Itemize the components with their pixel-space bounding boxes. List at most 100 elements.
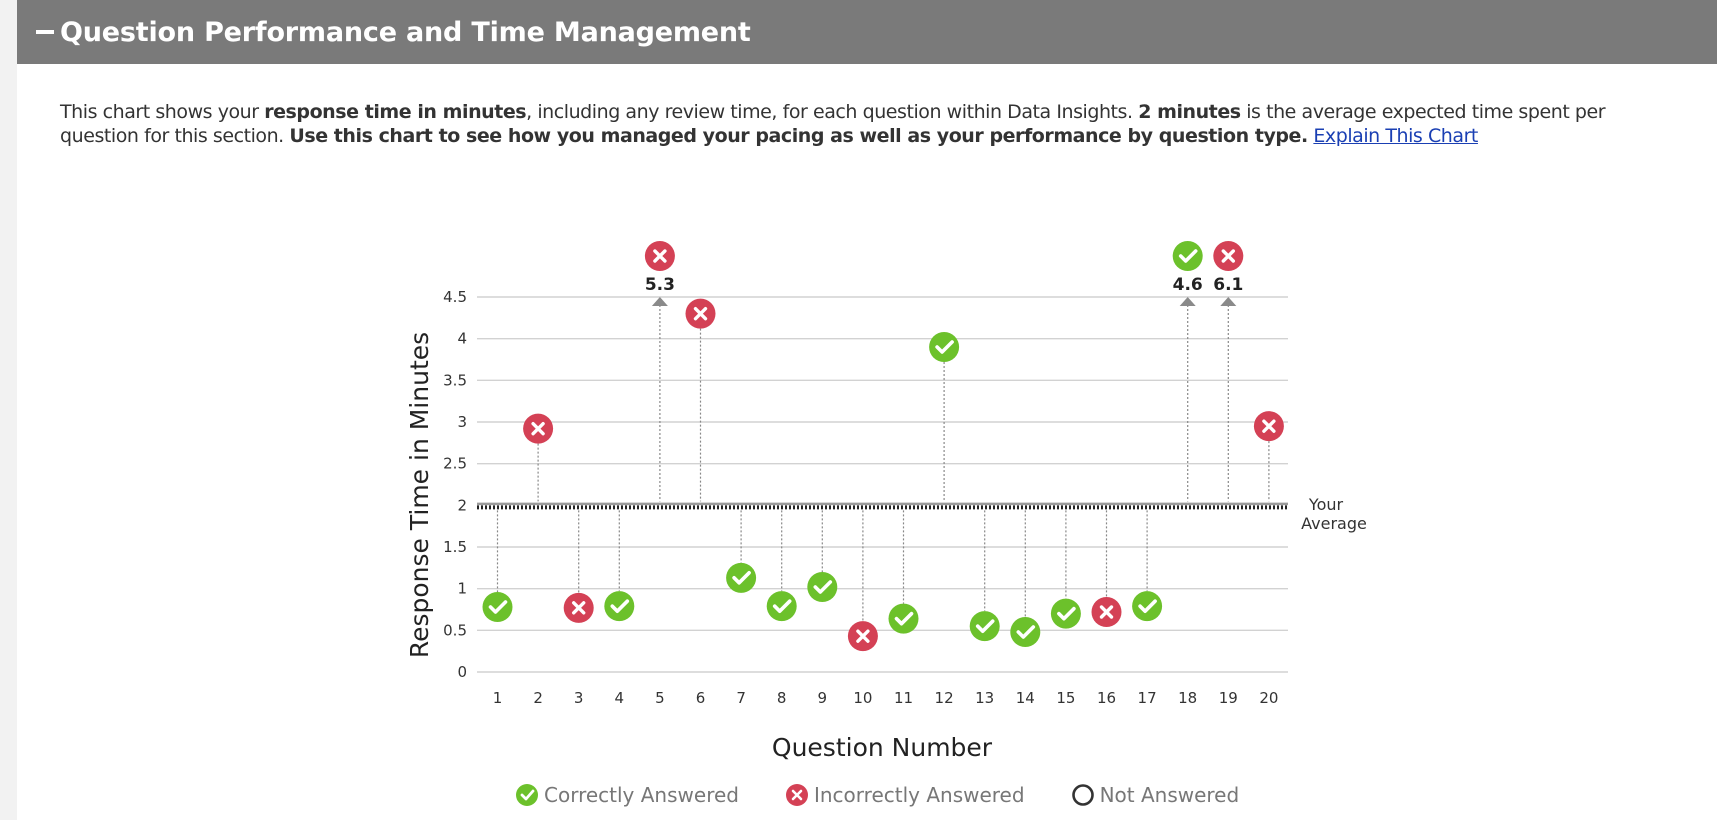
average-label-line1: Your — [1308, 495, 1344, 514]
x-tick-label: 9 — [818, 689, 828, 707]
overflow-value-label: 4.6 — [1173, 275, 1203, 295]
x-tick-label: 5 — [655, 689, 665, 707]
legend-label: Not Answered — [1099, 783, 1240, 807]
data-point — [929, 332, 960, 362]
overflow-arrow-icon — [651, 297, 668, 306]
x-tick-label: 3 — [574, 689, 584, 707]
data-point — [807, 572, 838, 602]
chart-gridlines — [477, 296, 1288, 673]
correct-check-icon — [604, 591, 635, 622]
description-text: is the average expected time spent per q… — [60, 101, 1606, 147]
overflow-arrow-icon — [1179, 297, 1196, 306]
data-point — [847, 621, 878, 652]
x-tick-label: 12 — [935, 689, 954, 707]
left-gutter — [0, 0, 17, 820]
y-tick-label: 1.5 — [443, 538, 467, 556]
correct-check-icon — [1050, 598, 1081, 629]
correct-check-icon — [726, 562, 757, 593]
correct-check-icon — [1132, 591, 1163, 622]
x-mark — [653, 249, 667, 263]
legend-item-incorrect: Incorrectly Answered — [785, 783, 1025, 807]
legend-label: Correctly Answered — [544, 783, 739, 807]
x-tick-label: 18 — [1178, 689, 1197, 707]
check-mark — [1057, 606, 1076, 621]
y-tick-label: 4.5 — [443, 288, 467, 306]
y-tick-label: 1 — [457, 580, 467, 598]
drop-lines — [496, 297, 1270, 622]
data-point — [604, 591, 635, 622]
data-point — [969, 611, 1000, 642]
x-mark — [1099, 605, 1114, 619]
y-tick-label: 4 — [457, 330, 467, 348]
x-tick-label: 7 — [736, 689, 746, 707]
check-mark — [732, 571, 751, 585]
correct-check-icon — [1010, 617, 1041, 647]
description-bold: Use this chart to see how you managed yo… — [289, 125, 1308, 147]
x-tick-label: 11 — [894, 689, 913, 707]
description-text: , including any review time, for each qu… — [526, 101, 1139, 123]
data-point — [482, 592, 513, 622]
x-mark — [531, 421, 545, 436]
check-mark — [1016, 625, 1036, 639]
y-tick-label: 0.5 — [443, 621, 467, 639]
x-tick-label: 2 — [533, 689, 543, 707]
empty-circle-icon — [1071, 784, 1094, 806]
y-tick-labels: 0 0.5 1 1.5 2 2.5 3 3.5 4 4.5 — [443, 288, 467, 681]
check-circle-icon — [516, 784, 538, 806]
y-tick-label: 2 — [457, 496, 467, 514]
check-mark — [610, 599, 630, 613]
check-mark — [772, 599, 792, 613]
legend-marker — [516, 784, 538, 806]
explain-chart-link[interactable]: Explain This Chart — [1313, 125, 1478, 147]
correct-check-icon — [482, 592, 513, 622]
collapse-minus-icon[interactable] — [36, 30, 54, 34]
data-markers: 5.3 4.6 6.1 — [482, 241, 1284, 652]
x-tick-label: 13 — [975, 689, 994, 707]
check-mark — [488, 600, 508, 614]
legend-item-not-answered: Not Answered — [1071, 783, 1240, 807]
data-point — [1172, 241, 1203, 271]
correct-check-icon — [807, 572, 838, 602]
x-mark — [791, 789, 803, 801]
y-tick-label: 0 — [457, 663, 467, 681]
data-point — [523, 413, 554, 444]
correct-check-icon — [1172, 241, 1203, 271]
check-mark — [975, 619, 995, 633]
check-mark — [520, 789, 535, 801]
response-time-chart: 00.511.522.533.544.5 1 2 3 4 5 6 7 8 9 10 11 12 13 14… — [405, 241, 1367, 762]
data-point — [1050, 598, 1081, 629]
y-tick-label: 3.5 — [443, 371, 467, 389]
correct-check-icon — [766, 591, 797, 622]
correct-check-icon — [929, 332, 960, 362]
data-point — [1091, 597, 1122, 627]
x-tick-label: 20 — [1259, 689, 1278, 707]
x-tick-label: 4 — [615, 689, 625, 707]
data-point — [1253, 411, 1284, 442]
correct-check-icon — [888, 603, 919, 634]
data-point — [1132, 591, 1163, 622]
x-circle-icon — [785, 784, 808, 806]
correct-check-icon — [969, 611, 1000, 642]
check-mark — [894, 611, 914, 626]
data-point — [1010, 617, 1041, 647]
overflow-value-label: 6.1 — [1213, 275, 1243, 295]
average-line — [477, 502, 1288, 510]
legend-label: Incorrectly Answered — [813, 783, 1025, 807]
x-tick-label: 17 — [1138, 689, 1157, 707]
y-axis-label: Response Time in Minutes — [405, 332, 434, 658]
x-mark — [856, 629, 870, 643]
section-header[interactable]: Question Performance and Time Management — [17, 0, 1717, 64]
data-point — [766, 591, 797, 622]
x-tick-label: 10 — [853, 689, 872, 707]
x-mark — [1262, 419, 1276, 433]
x-mark — [1221, 249, 1235, 263]
check-mark — [1138, 599, 1157, 613]
check-mark — [813, 580, 833, 594]
x-tick-label: 14 — [1016, 689, 1035, 707]
x-mark — [572, 601, 586, 615]
description-bold: response time in minutes — [264, 101, 527, 123]
description-text: This chart shows your — [60, 101, 265, 123]
description-bold: 2 minutes — [1138, 101, 1241, 123]
data-point — [644, 241, 675, 271]
x-tick-label: 16 — [1097, 689, 1116, 707]
